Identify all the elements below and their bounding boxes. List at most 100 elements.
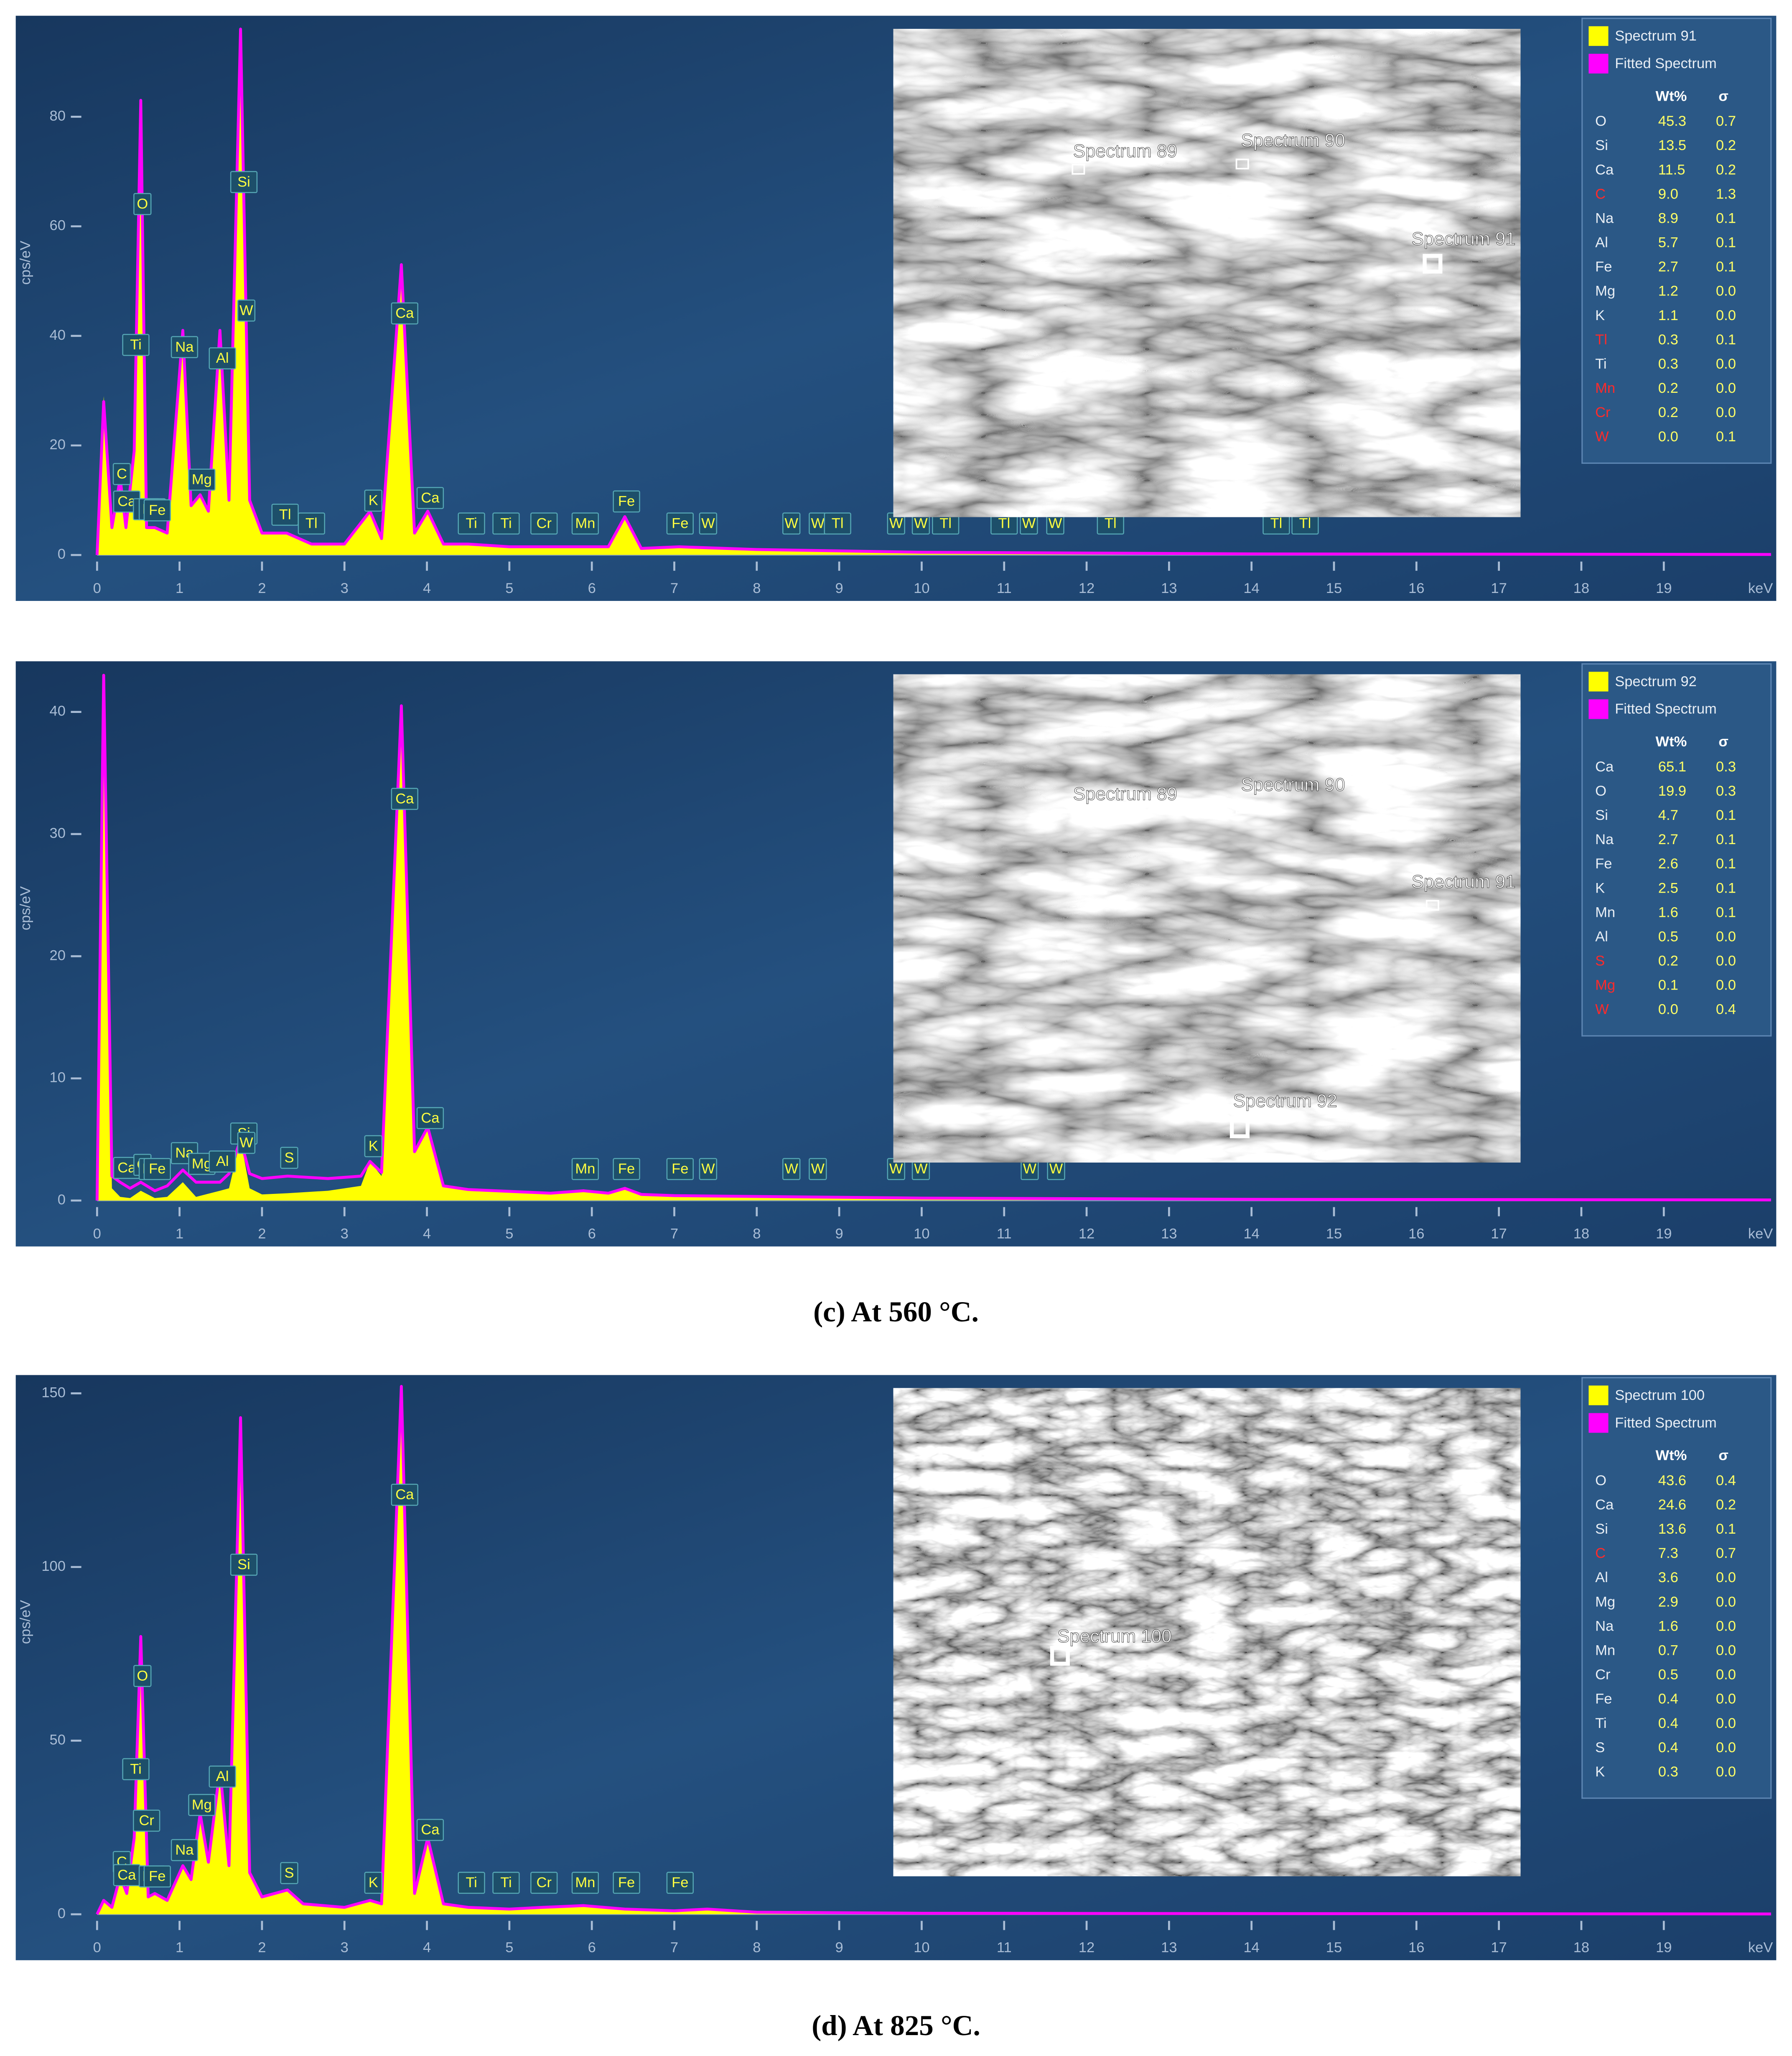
table-wt: 0.4 — [1658, 1691, 1678, 1707]
table-element: Al — [1595, 235, 1608, 251]
table-element: Al — [1595, 1570, 1608, 1585]
peak-label: Tl — [1299, 515, 1311, 531]
peak-label: Na — [175, 339, 194, 355]
legend-swatch — [1588, 26, 1609, 46]
y-axis-label: cps/eV — [18, 1600, 33, 1644]
y-tick-label: 80 — [50, 108, 66, 124]
peak-label-box — [416, 1819, 444, 1841]
table-wt: 0.3 — [1658, 356, 1678, 372]
peak-label: Fe — [149, 1161, 165, 1177]
y-tick-label: 0 — [58, 1192, 66, 1208]
table-sigma: 0.2 — [1716, 1497, 1736, 1513]
table-sigma: 0.4 — [1716, 1473, 1736, 1489]
peak-label-box — [530, 1872, 558, 1894]
spectrum-marker-label: Spectrum 100 — [1057, 1626, 1172, 1646]
table-wt: 0.4 — [1658, 1740, 1678, 1756]
x-tick-label: 19 — [1656, 1940, 1672, 1956]
peak-label: Mg — [192, 1156, 212, 1172]
spectrum-marker — [1235, 803, 1249, 814]
table-wt: 9.0 — [1658, 186, 1678, 202]
x-tick-label: 18 — [1573, 1226, 1589, 1242]
peak-label-box — [171, 1839, 199, 1861]
table-element: Ti — [1595, 356, 1606, 372]
table-sigma: 0.0 — [1716, 1740, 1736, 1756]
table-element: Ca — [1595, 1497, 1614, 1513]
peak-label-box — [237, 299, 256, 322]
table-sigma: 0.3 — [1716, 759, 1736, 775]
peak-label-box — [143, 499, 171, 522]
table-wt: 5.7 — [1658, 235, 1678, 251]
table-element: Fe — [1595, 856, 1612, 872]
x-tick-label: 0 — [93, 1940, 101, 1956]
peak-label-box — [133, 1665, 152, 1687]
x-tick-label: 3 — [341, 1940, 349, 1956]
table-element: Ca — [1595, 162, 1614, 178]
peak-label-box — [209, 347, 236, 369]
peak-label-box — [188, 1794, 216, 1816]
spectrum-marker — [1072, 164, 1085, 175]
table-wt: 4.7 — [1658, 807, 1678, 823]
table-header: Wt% — [1656, 734, 1687, 750]
x-tick-label: 0 — [93, 1226, 101, 1242]
x-tick-label: 16 — [1408, 1226, 1424, 1242]
y-tick-label: 20 — [50, 947, 66, 963]
peak-label: Fe — [672, 1161, 688, 1177]
y-tick-label: 0 — [58, 1906, 66, 1921]
table-wt: 0.0 — [1658, 1002, 1678, 1018]
spectrum-marker — [1423, 254, 1443, 274]
peak-label: O — [137, 1668, 148, 1684]
peak-label: K — [369, 493, 378, 509]
spectrum-marker — [1425, 900, 1439, 911]
peak-label-box — [280, 1862, 298, 1884]
x-tick-label: 1 — [176, 1940, 183, 1956]
table-sigma: 0.0 — [1716, 977, 1736, 993]
table-sigma: 0.0 — [1716, 1594, 1736, 1610]
table-sigma: 0.0 — [1716, 953, 1736, 969]
table-element: Mg — [1595, 977, 1615, 993]
peak-label: W — [811, 1161, 825, 1177]
x-tick-label: 15 — [1326, 1940, 1342, 1956]
peak-label: Ti — [130, 337, 141, 353]
peak-label: Cr — [537, 515, 552, 531]
x-tick-label: 13 — [1161, 580, 1177, 596]
table-element: S — [1595, 1740, 1605, 1756]
x-axis-label: keV — [1748, 1226, 1773, 1242]
peak-label-box — [458, 512, 485, 535]
x-tick-label: 10 — [914, 580, 929, 596]
peak-label: Tl — [832, 515, 844, 531]
fitted-line — [96, 1385, 1771, 1916]
peak-label-box — [809, 1158, 827, 1180]
table-wt: 0.2 — [1658, 953, 1678, 969]
table-element: Fe — [1595, 1691, 1612, 1707]
caption: (d) At 825 °C. — [812, 2009, 980, 2041]
x-tick-label: 19 — [1656, 1226, 1672, 1242]
peak-label: Cr — [537, 1875, 552, 1891]
table-sigma: 0.2 — [1716, 137, 1736, 153]
peak-label: Ti — [466, 515, 477, 531]
peak-label: W — [239, 303, 253, 318]
table-element: W — [1595, 1002, 1609, 1018]
results-table — [1581, 1377, 1772, 1799]
table-element: K — [1595, 1764, 1605, 1780]
peak-label: Mn — [575, 515, 595, 531]
table-element: Mg — [1595, 283, 1615, 299]
peak-label-box — [391, 788, 418, 810]
peak-label-box — [133, 193, 152, 215]
spectrum-marker — [1229, 1118, 1250, 1138]
peak-label: Ca — [395, 1487, 414, 1503]
peak-label: Cr — [139, 1813, 154, 1829]
x-tick-label: 4 — [423, 580, 431, 596]
x-tick-label: 9 — [835, 580, 843, 596]
table-sigma: 0.1 — [1716, 210, 1736, 226]
table-sigma: 0.0 — [1716, 929, 1736, 944]
fitted-line — [95, 28, 1771, 556]
peak-label: W — [889, 515, 903, 531]
y-tick-label: 20 — [50, 437, 66, 453]
peak-label-box — [458, 1872, 485, 1894]
x-tick-label: 8 — [753, 580, 761, 596]
x-tick-label: 4 — [423, 1940, 431, 1956]
x-tick-label: 5 — [505, 580, 513, 596]
table-sigma: 0.1 — [1716, 235, 1736, 251]
peak-label-box — [298, 512, 325, 535]
table-element: W — [1595, 429, 1609, 445]
